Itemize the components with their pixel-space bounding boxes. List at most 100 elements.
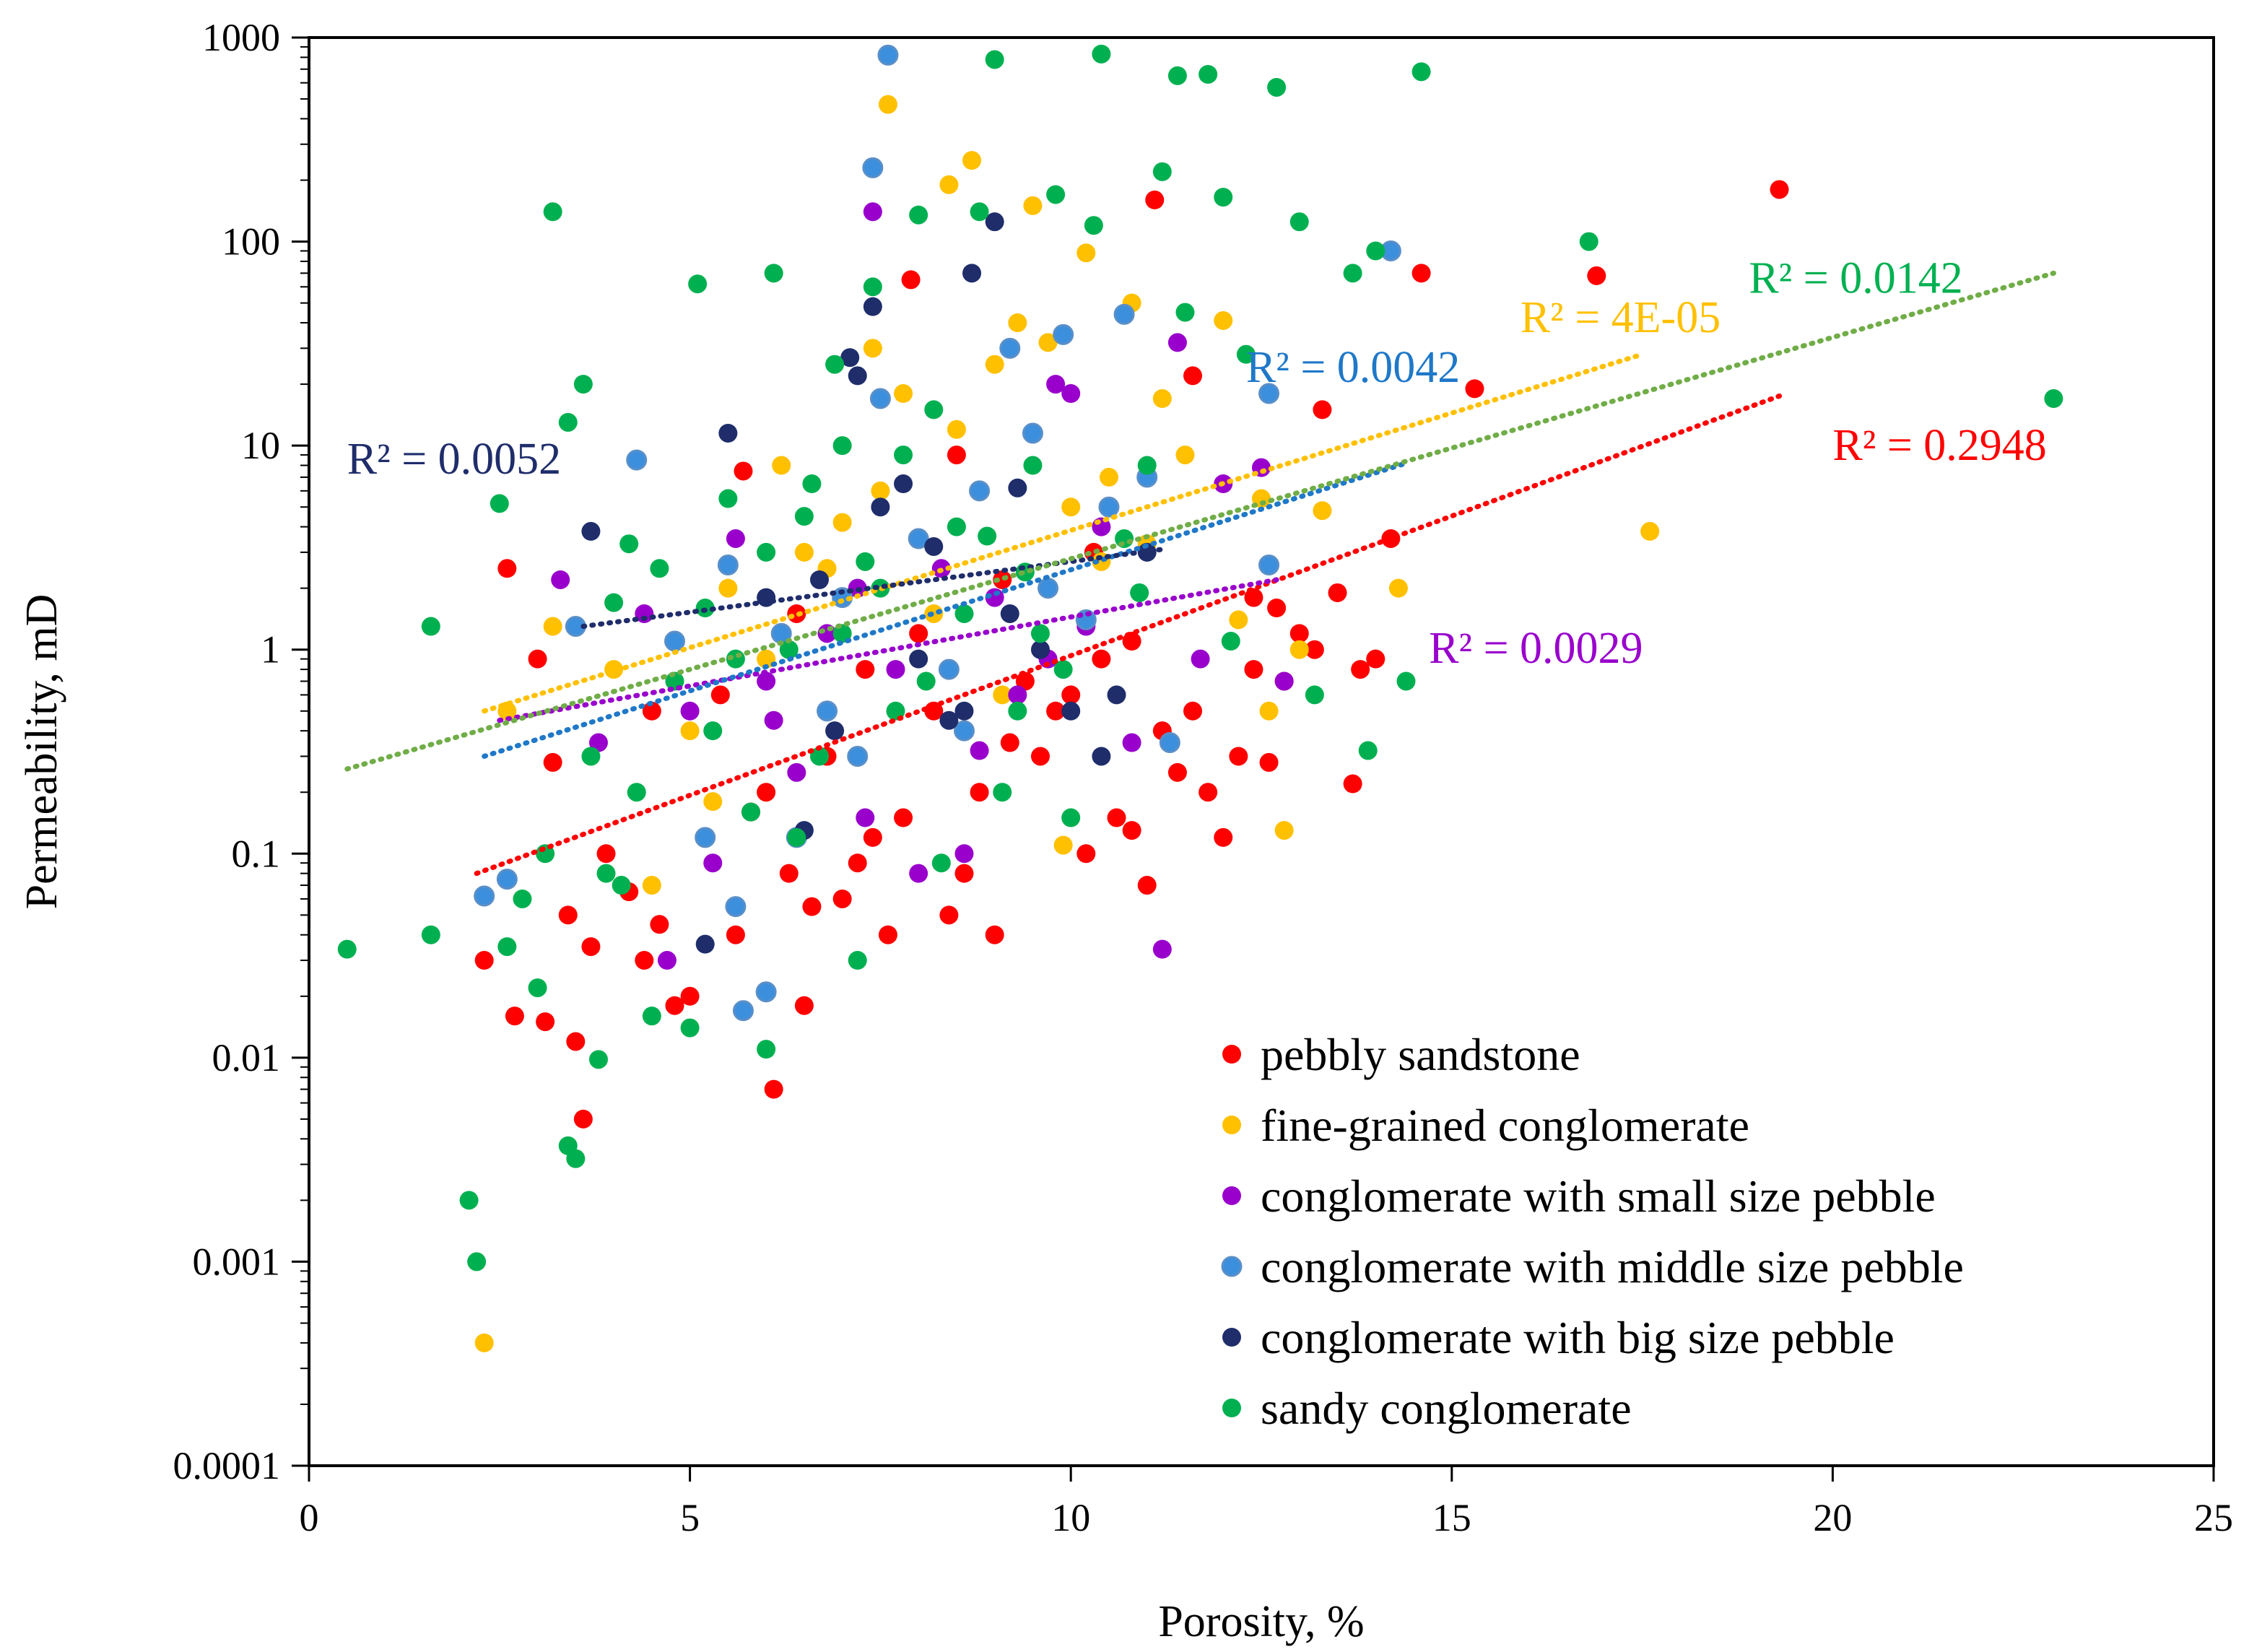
data-point [863, 297, 882, 316]
data-point [680, 1018, 700, 1038]
data-point [757, 671, 776, 691]
data-point [993, 783, 1012, 802]
data-point [536, 1012, 555, 1032]
data-point [467, 1252, 487, 1271]
data-point [1579, 232, 1598, 251]
data-point [1152, 939, 1172, 959]
data-point [573, 375, 593, 394]
data-point [757, 1040, 776, 1059]
data-point [1259, 752, 1279, 772]
x-tick-label: 0 [300, 1496, 319, 1539]
data-point [947, 517, 966, 536]
data-point [1267, 599, 1287, 618]
data-point [962, 264, 982, 283]
y-tick-label: 0.0001 [173, 1444, 281, 1487]
data-point [1008, 701, 1027, 721]
data-point [695, 934, 715, 954]
x-axis-title: Porosity, % [1158, 1597, 1364, 1646]
legend-label: fine-grained conglomerate [1261, 1100, 1749, 1151]
data-point [787, 827, 806, 847]
data-point [543, 202, 562, 222]
data-point [869, 388, 891, 409]
data-point [1152, 162, 1172, 181]
data-point [894, 384, 913, 404]
data-point [863, 202, 882, 222]
data-point [1092, 747, 1111, 766]
data-point [985, 355, 1004, 374]
data-point [871, 497, 890, 517]
data-point [809, 570, 829, 589]
legend-label: conglomerate with small size pebble [1261, 1170, 1936, 1222]
data-point [794, 542, 814, 562]
data-point [588, 733, 608, 752]
data-point [1199, 783, 1218, 802]
data-point [755, 981, 777, 1003]
data-point [680, 721, 700, 741]
data-point [1289, 640, 1309, 659]
x-tick-label: 5 [680, 1496, 700, 1539]
y-tick-label: 1000 [202, 16, 280, 59]
data-point [1076, 844, 1096, 864]
data-point [1022, 422, 1043, 444]
data-point [1244, 660, 1263, 679]
data-point [543, 752, 562, 772]
data-point [1076, 243, 1096, 263]
data-point [1214, 310, 1233, 330]
data-point [626, 449, 648, 471]
data-point [1008, 685, 1027, 705]
data-point [664, 630, 685, 652]
data-point [1214, 188, 1233, 207]
data-point [1023, 456, 1043, 475]
data-point [1122, 733, 1141, 752]
data-point [1358, 741, 1378, 760]
data-point [558, 412, 578, 432]
data-point [657, 951, 677, 970]
data-point [924, 536, 944, 556]
data-point [939, 710, 959, 730]
data-point [1122, 821, 1141, 840]
data-point [985, 925, 1004, 944]
data-point [1343, 264, 1362, 283]
data-point [1388, 578, 1408, 598]
data-point [421, 617, 440, 636]
y-tick-label: 10 [241, 424, 280, 467]
data-point [717, 554, 739, 575]
y-axis-ticks: 0.0001 0.001 0.01 0.1 1 10 100 1000 [173, 16, 309, 1487]
data-point [459, 1191, 479, 1210]
data-point [954, 844, 974, 864]
y-tick-label: 1 [261, 628, 280, 671]
data-point [528, 978, 547, 998]
data-point [635, 951, 654, 970]
data-point [741, 802, 761, 822]
data-point [802, 897, 822, 916]
data-point [490, 494, 509, 513]
data-point [939, 905, 959, 925]
data-point [1008, 313, 1027, 333]
data-point [642, 1007, 661, 1026]
data-point [1411, 62, 1431, 82]
data-point [1229, 610, 1248, 630]
data-point [1008, 478, 1027, 497]
data-point [847, 745, 869, 767]
data-point [665, 996, 684, 1015]
data-point [916, 671, 936, 691]
y-axis-title: Permeability, mD [17, 594, 66, 910]
data-point [779, 640, 799, 659]
data-point [680, 701, 700, 721]
x-tick-label: 15 [1432, 1496, 1471, 1539]
data-point [1046, 701, 1066, 721]
legend-marker [1222, 1328, 1241, 1347]
data-point [1259, 701, 1279, 721]
y-tick-label: 100 [222, 220, 280, 264]
data-point [551, 570, 570, 589]
data-point [924, 701, 944, 721]
x-tick-label: 25 [2194, 1496, 2233, 1539]
data-point [878, 95, 897, 114]
data-point [832, 436, 852, 456]
r-squared-labels: R² = 0.2948 R² = 4E-05 R² = 0.0029 R² = 0.0… [347, 254, 2047, 673]
data-point [1229, 747, 1248, 766]
data-point [725, 896, 747, 918]
data-point [732, 1000, 754, 1022]
data-point [1084, 216, 1103, 235]
data-point [985, 50, 1004, 69]
